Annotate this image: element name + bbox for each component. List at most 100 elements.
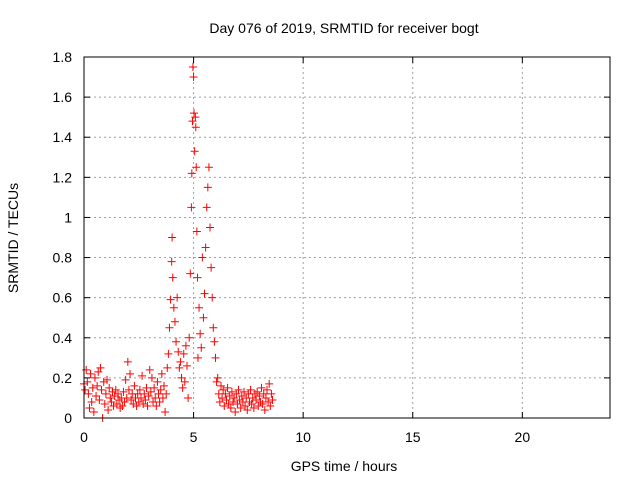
data-point — [126, 369, 135, 378]
data-point — [88, 383, 97, 392]
data-point — [189, 73, 198, 82]
data-point — [157, 369, 166, 378]
y-tick-label: 0.2 — [53, 370, 73, 386]
data-point — [230, 393, 239, 402]
y-tick-label: 1.6 — [53, 89, 73, 105]
data-point — [118, 401, 127, 410]
data-point — [222, 395, 231, 404]
data-point — [227, 387, 236, 396]
data-point — [101, 389, 110, 398]
data-point — [105, 383, 114, 392]
data-point — [221, 389, 230, 398]
data-point — [86, 369, 95, 378]
data-point — [179, 349, 188, 358]
x-tick-label: 0 — [80, 429, 88, 445]
data-point — [152, 401, 161, 410]
data-point — [196, 329, 205, 338]
data-point — [112, 399, 121, 408]
y-tick-label: 0.4 — [53, 330, 73, 346]
data-point — [127, 395, 136, 404]
data-point — [220, 401, 229, 410]
data-point — [265, 379, 274, 388]
data-point — [92, 391, 101, 400]
data-point — [132, 401, 141, 410]
grid-lines — [84, 57, 610, 418]
data-point — [151, 393, 160, 402]
data-point — [146, 387, 155, 396]
data-point — [257, 383, 266, 392]
data-point — [120, 397, 129, 406]
data-point — [203, 183, 212, 192]
data-point — [99, 377, 108, 386]
data-point — [177, 373, 186, 382]
data-point — [190, 147, 199, 156]
data-point — [264, 397, 273, 406]
data-point — [81, 385, 90, 394]
data-point — [191, 113, 200, 122]
data-point — [143, 401, 152, 410]
data-point — [237, 391, 246, 400]
data-point — [181, 341, 190, 350]
data-point — [178, 383, 187, 392]
data-point — [138, 371, 147, 380]
data-point — [163, 363, 172, 372]
data-point — [219, 385, 228, 394]
data-point — [193, 353, 202, 362]
data-point — [233, 399, 242, 408]
data-point — [218, 393, 227, 402]
data-point — [156, 385, 165, 394]
data-point — [100, 399, 109, 408]
data-point — [184, 393, 193, 402]
data-point — [113, 389, 122, 398]
data-point — [106, 393, 115, 402]
data-point — [167, 257, 176, 266]
data-point — [155, 397, 164, 406]
data-point — [93, 381, 102, 390]
data-point — [108, 387, 117, 396]
x-axis-label: GPS time / hours — [291, 458, 398, 474]
data-point — [119, 387, 128, 396]
data-point — [263, 385, 272, 394]
data-point — [187, 169, 196, 178]
data-point — [192, 227, 201, 236]
data-point — [173, 293, 182, 302]
data-point — [267, 389, 276, 398]
data-point — [209, 323, 218, 332]
data-point — [107, 397, 116, 406]
data-point — [234, 385, 243, 394]
data-point — [169, 303, 178, 312]
data-point — [212, 377, 221, 386]
data-point — [247, 399, 256, 408]
data-point — [141, 395, 150, 404]
data-point — [185, 333, 194, 342]
data-point — [195, 303, 204, 312]
data-point — [190, 109, 199, 118]
data-point — [204, 163, 213, 172]
data-point — [153, 377, 162, 386]
data-point — [225, 391, 234, 400]
data-point — [188, 117, 197, 126]
y-tick-label: 1.2 — [53, 169, 73, 185]
data-point — [252, 395, 261, 404]
data-point — [158, 393, 167, 402]
data-point — [241, 401, 250, 410]
data-point — [193, 273, 202, 282]
data-point — [95, 395, 104, 404]
data-point — [165, 323, 174, 332]
data-point — [198, 253, 207, 262]
data-point — [83, 377, 92, 386]
data-point — [129, 399, 138, 408]
data-point — [96, 363, 105, 372]
data-point — [253, 387, 262, 396]
data-point — [200, 289, 209, 298]
data-point — [197, 343, 206, 352]
data-point — [183, 361, 192, 370]
data-point — [103, 375, 112, 384]
data-point — [130, 381, 139, 390]
y-tick-label: 1.4 — [53, 129, 73, 145]
x-tick-label: 5 — [190, 429, 198, 445]
data-point — [216, 381, 225, 390]
data-point — [145, 365, 154, 374]
